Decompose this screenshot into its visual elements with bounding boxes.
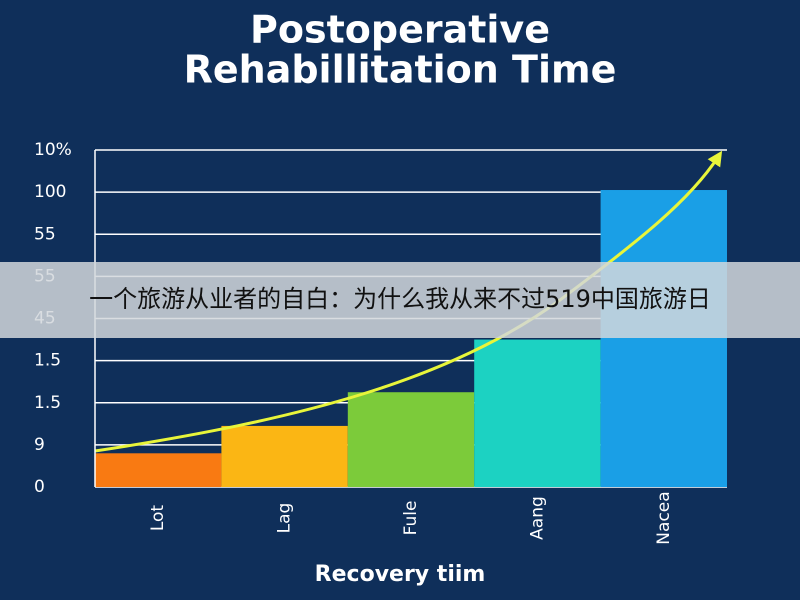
y-tick-label: 1.5 <box>34 393 61 413</box>
bar <box>474 339 601 487</box>
x-tick-label: Nacea <box>654 491 674 544</box>
bar <box>600 190 727 488</box>
y-tick-label: 55 <box>34 224 56 244</box>
y-tick-label: 1.5 <box>34 351 61 371</box>
x-tick-label: Lot <box>148 505 168 532</box>
y-tick-label: 10% <box>34 140 72 160</box>
chart-title: Rehabillitation Time <box>184 48 617 92</box>
bar <box>95 453 222 487</box>
banner-text: 一个旅游从业者的自白：为什么我从来不过519中国旅游日 <box>89 285 711 313</box>
chart-title: Postoperative <box>250 8 550 52</box>
x-tick-label: Aang <box>527 496 547 540</box>
x-axis-title: Recovery tiim <box>315 562 486 587</box>
y-tick-label: 9 <box>34 435 45 455</box>
banner <box>0 262 800 338</box>
bar <box>221 425 348 487</box>
x-tick-label: Fule <box>401 501 421 536</box>
x-tick-label: Lag <box>275 503 295 534</box>
y-tick-label: 0 <box>34 477 45 497</box>
bar <box>347 392 475 487</box>
y-tick-label: 100 <box>34 182 66 202</box>
